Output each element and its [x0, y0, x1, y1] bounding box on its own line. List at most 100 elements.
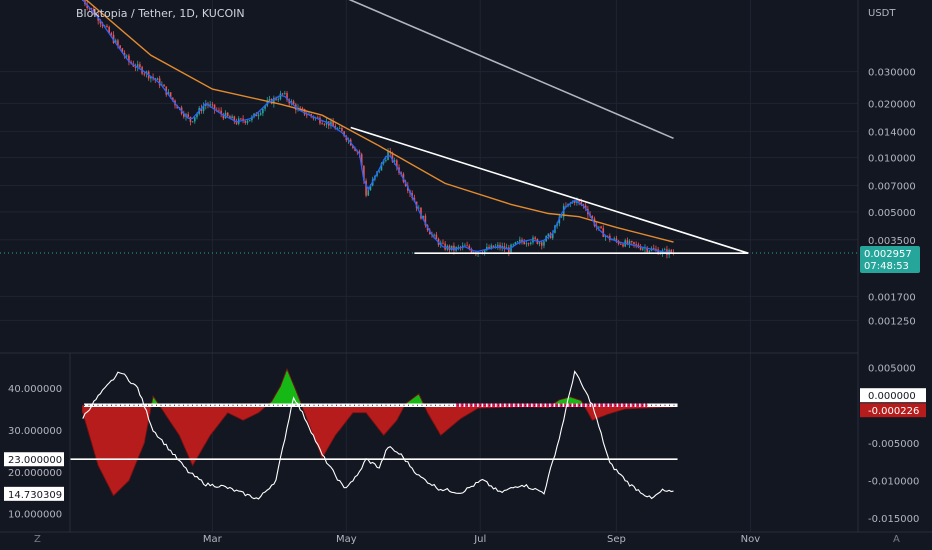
candle [319, 115, 321, 126]
candle-body [99, 20, 102, 24]
price-tick-label: 0.010000 [868, 154, 916, 165]
candle [191, 121, 194, 123]
candle [202, 102, 205, 114]
candle [110, 31, 113, 37]
price-tick-label: 0.003500 [868, 236, 916, 247]
histogram-outline [82, 367, 674, 497]
candle-body [169, 92, 172, 98]
candle [628, 239, 631, 249]
candle-body [422, 215, 424, 219]
candle [543, 239, 545, 249]
candle-body [220, 110, 222, 115]
candle [503, 242, 506, 252]
candle-body [442, 242, 444, 244]
candle-body [233, 116, 236, 122]
candle-body [352, 145, 354, 148]
candle [106, 24, 108, 28]
candle-body [187, 114, 190, 117]
last-price-label: 0.002957 07:48:53 [860, 246, 920, 273]
candle-body [363, 165, 365, 181]
candle-body [240, 118, 242, 120]
candle-body [503, 246, 506, 250]
candle [231, 114, 233, 119]
candle-body [635, 244, 637, 245]
candle-body [385, 159, 387, 161]
oscillator-left-tick-label: 10.000000 [8, 510, 62, 521]
candle-body [551, 232, 554, 239]
candle [240, 117, 242, 120]
candle [332, 117, 334, 127]
price-tick-label: 0.030000 [868, 68, 916, 79]
oscillator-pane[interactable] [70, 367, 678, 500]
candle-body [600, 226, 602, 229]
candle-body [655, 248, 657, 250]
candle-body [525, 243, 528, 245]
candle-body [244, 120, 247, 123]
candle-body [213, 104, 216, 110]
candle-body [387, 150, 389, 160]
candle-body [273, 97, 275, 104]
candle-body [393, 160, 396, 162]
candle [663, 247, 666, 251]
candle [396, 158, 398, 171]
candle [220, 107, 222, 118]
candle-body [279, 93, 282, 100]
candle-body [158, 78, 161, 86]
candle-body [519, 239, 521, 242]
candle [156, 77, 159, 80]
candle-body [114, 40, 117, 43]
candle [262, 107, 264, 117]
candle-body [343, 131, 345, 136]
candle-body [226, 112, 229, 117]
descending-trendline[interactable] [350, 126, 749, 254]
candle-body [310, 114, 312, 117]
candle-body [167, 92, 170, 95]
candle [499, 242, 501, 251]
auto-scale-icon[interactable]: A [893, 534, 900, 545]
candle [516, 240, 519, 243]
candle [529, 241, 532, 246]
candle-body [259, 113, 262, 115]
candle-body [523, 241, 525, 245]
candle-body [211, 104, 214, 106]
candle-body [189, 116, 192, 122]
candle-body [521, 239, 523, 242]
candle-body [301, 108, 304, 109]
candle-body [543, 241, 545, 246]
candle [387, 148, 389, 161]
candle-body [365, 180, 367, 196]
candle-body [663, 249, 666, 251]
price-pane[interactable] [0, 0, 858, 259]
candle [573, 200, 576, 206]
candle-body [450, 245, 453, 251]
candle [442, 239, 444, 245]
candle-body [330, 121, 332, 126]
candle-body [391, 152, 394, 162]
candle-body [277, 99, 280, 101]
candle-body [202, 105, 205, 112]
candle-body [492, 245, 495, 248]
candle-body [444, 243, 446, 250]
candle [136, 60, 139, 72]
candle-body [128, 55, 130, 62]
candle [284, 90, 286, 95]
price-tick-label: 0.020000 [868, 99, 916, 110]
candle-body [136, 64, 139, 68]
candle-body [424, 215, 427, 226]
candle-body [380, 163, 383, 171]
candle [229, 114, 231, 119]
candle [527, 242, 530, 247]
timezone-icon[interactable]: Z [34, 534, 41, 545]
candle-body [538, 242, 541, 244]
oscillator-left-marker: 14.730309 [4, 486, 64, 501]
candle-body [341, 127, 343, 132]
candle [424, 213, 427, 228]
candle-body [172, 97, 174, 101]
candle-body [248, 120, 251, 122]
candle-body [514, 242, 517, 245]
candle-body [499, 244, 501, 249]
candle [150, 76, 152, 83]
oscillator-right-tick-label: -0.005000 [868, 439, 919, 450]
